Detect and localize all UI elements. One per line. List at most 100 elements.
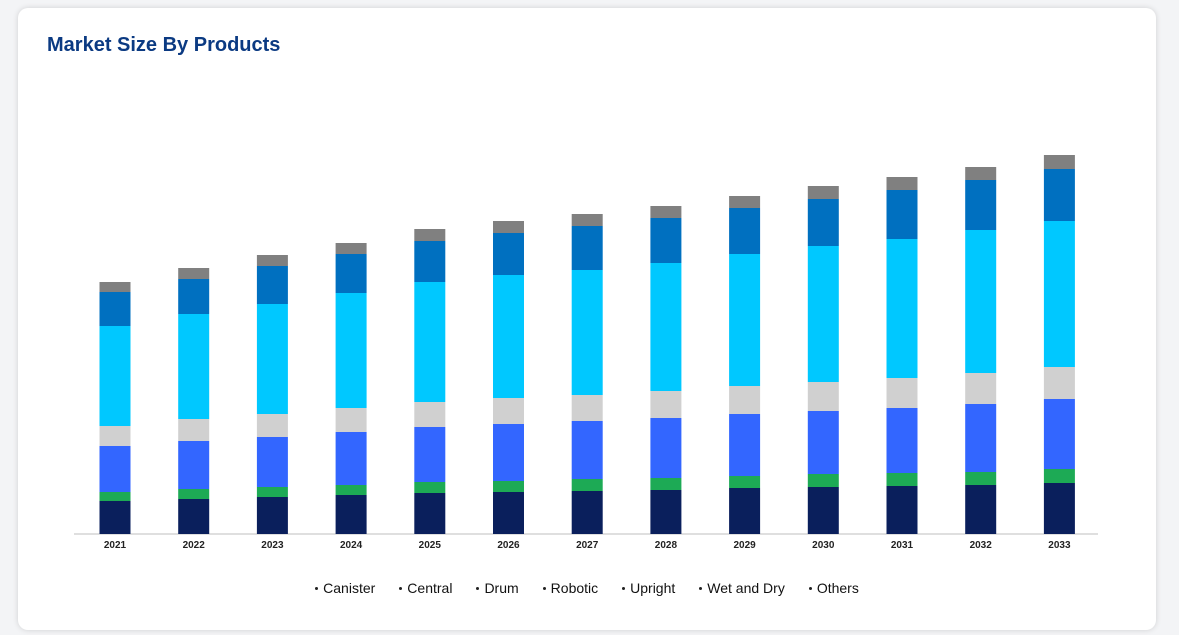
bar-segment-2028-central (650, 478, 682, 490)
bar-segment-2032-canister (965, 485, 997, 534)
bar-segment-2030-others (807, 186, 839, 199)
x-tick-label: 2029 (733, 540, 756, 551)
bar-segment-2031-drum (886, 408, 918, 473)
bar-segment-2027-wet-and-dry (571, 226, 603, 270)
x-tick-label: 2024 (340, 540, 363, 551)
bar-segment-2029-robotic (729, 386, 761, 414)
bar-segment-2030-central (807, 474, 839, 487)
legend-label: Drum (484, 580, 519, 596)
bar-segment-2022-drum (178, 441, 210, 489)
bar-segment-2023-upright (256, 304, 288, 414)
bar-segment-2030-upright (807, 246, 839, 382)
bar-segment-2031-wet-and-dry (886, 190, 918, 239)
bar-segment-2031-others (886, 177, 918, 190)
legend-label: Upright (630, 580, 676, 596)
bar-segment-2025-wet-and-dry (414, 241, 446, 282)
bar-segment-2023-canister (256, 497, 288, 534)
bar-segment-2032-upright (965, 230, 997, 373)
chart-legend: Canister Central Drum Robotic Upright Wet and… (18, 580, 1156, 596)
bar-segment-2028-others (650, 206, 682, 218)
bar-segment-2028-upright (650, 263, 682, 391)
bar-segment-2030-canister (807, 487, 839, 534)
legend-label: Others (816, 580, 859, 596)
legend-label: Robotic (550, 580, 599, 596)
bar-segment-2027-canister (571, 491, 603, 534)
x-tick-label: 2026 (497, 540, 520, 551)
legend-item-wet-and-dry[interactable]: Wet and Dry (699, 580, 785, 596)
legend-label: Wet and Dry (707, 580, 785, 596)
bar-segment-2030-robotic (807, 382, 839, 411)
bar-segment-2030-wet-and-dry (807, 199, 839, 246)
chart-card: Market Size By Products 2021 2022 2023 2024… (18, 8, 1156, 630)
legend-item-others[interactable]: Others (808, 580, 859, 596)
bar-segment-2025-central (414, 482, 446, 493)
x-tick-label: 2027 (576, 540, 599, 551)
bar-segment-2025-upright (414, 282, 446, 402)
bar-segment-2027-central (571, 479, 603, 491)
bar-segment-2028-wet-and-dry (650, 218, 682, 263)
x-tick-labels: 2021 2022 2023 2024 2025 2026 2027 2028 2029 2030… (104, 540, 1071, 551)
bar-segment-2023-central (256, 487, 288, 497)
bar-segment-2033-drum (1043, 399, 1075, 469)
bar-segment-2033-upright (1043, 221, 1075, 367)
legend-item-robotic[interactable]: Robotic (542, 580, 599, 596)
bar-segment-2033-canister (1043, 483, 1075, 534)
bullet-icon (699, 586, 703, 590)
bar-segment-2021-others (99, 282, 131, 292)
bar-segment-2023-others (256, 255, 288, 266)
bar-segment-2029-others (729, 196, 761, 208)
bullet-icon (476, 586, 480, 590)
bar-segment-2027-robotic (571, 395, 603, 421)
x-tick-label: 2031 (891, 540, 914, 551)
bar-segment-2031-upright (886, 239, 918, 378)
bar-segment-2024-others (335, 243, 367, 254)
bar-segment-2024-canister (335, 495, 367, 534)
bar-segment-2026-others (493, 221, 524, 233)
x-tick-label: 2021 (104, 540, 127, 551)
bar-segment-2028-drum (650, 418, 682, 478)
bar-segment-2023-wet-and-dry (256, 266, 288, 304)
bar-segment-2026-upright (493, 275, 524, 398)
bar-segment-2031-canister (886, 486, 918, 534)
bar-segment-2023-robotic (256, 414, 288, 437)
bar-segment-2025-drum (414, 427, 446, 482)
bar-segment-2022-robotic (178, 419, 210, 441)
legend-item-drum[interactable]: Drum (476, 580, 519, 596)
bar-segment-2029-drum (729, 414, 761, 476)
bullet-icon (808, 586, 812, 590)
bar-segment-2024-central (335, 485, 367, 495)
bar-segment-2032-drum (965, 404, 997, 472)
bars-layer (99, 155, 1075, 534)
bar-segment-2033-others (1043, 155, 1075, 169)
x-tick-label: 2033 (1048, 540, 1071, 551)
bar-segment-2032-others (965, 167, 997, 180)
bar-segment-2022-canister (178, 499, 210, 534)
bar-segment-2023-drum (256, 437, 288, 487)
bullet-icon (622, 586, 626, 590)
bar-segment-2027-others (571, 214, 603, 226)
bar-segment-2025-canister (414, 493, 446, 534)
bar-segment-2025-others (414, 229, 446, 241)
bar-segment-2032-wet-and-dry (965, 180, 997, 230)
x-tick-label: 2028 (655, 540, 678, 551)
bar-segment-2032-robotic (965, 373, 997, 404)
bar-segment-2024-upright (335, 293, 367, 408)
legend-item-central[interactable]: Central (399, 580, 452, 596)
x-tick-label: 2023 (261, 540, 284, 551)
legend-label: Central (407, 580, 453, 596)
bar-segment-2026-wet-and-dry (493, 233, 524, 275)
bar-segment-2031-robotic (886, 378, 918, 408)
x-tick-label: 2025 (419, 540, 442, 551)
bar-segment-2029-wet-and-dry (729, 208, 761, 254)
bar-segment-2026-robotic (493, 398, 524, 424)
legend-item-upright[interactable]: Upright (622, 580, 675, 596)
bullet-icon (315, 586, 319, 590)
bar-segment-2032-central (965, 472, 997, 485)
bar-segment-2033-wet-and-dry (1043, 169, 1075, 221)
x-tick-label: 2022 (183, 540, 206, 551)
bar-segment-2021-upright (99, 326, 131, 426)
legend-item-canister[interactable]: Canister (315, 580, 375, 596)
bar-segment-2026-drum (493, 424, 524, 481)
bar-segment-2024-robotic (335, 408, 367, 432)
bar-segment-2033-robotic (1043, 367, 1075, 399)
